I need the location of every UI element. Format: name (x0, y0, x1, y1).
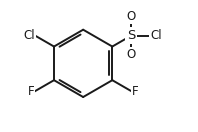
Text: O: O (127, 10, 136, 23)
Text: F: F (132, 85, 139, 98)
Text: O: O (127, 48, 136, 61)
Text: Cl: Cl (150, 29, 162, 42)
Text: F: F (28, 85, 34, 98)
Text: S: S (127, 29, 135, 42)
Text: Cl: Cl (23, 29, 35, 42)
